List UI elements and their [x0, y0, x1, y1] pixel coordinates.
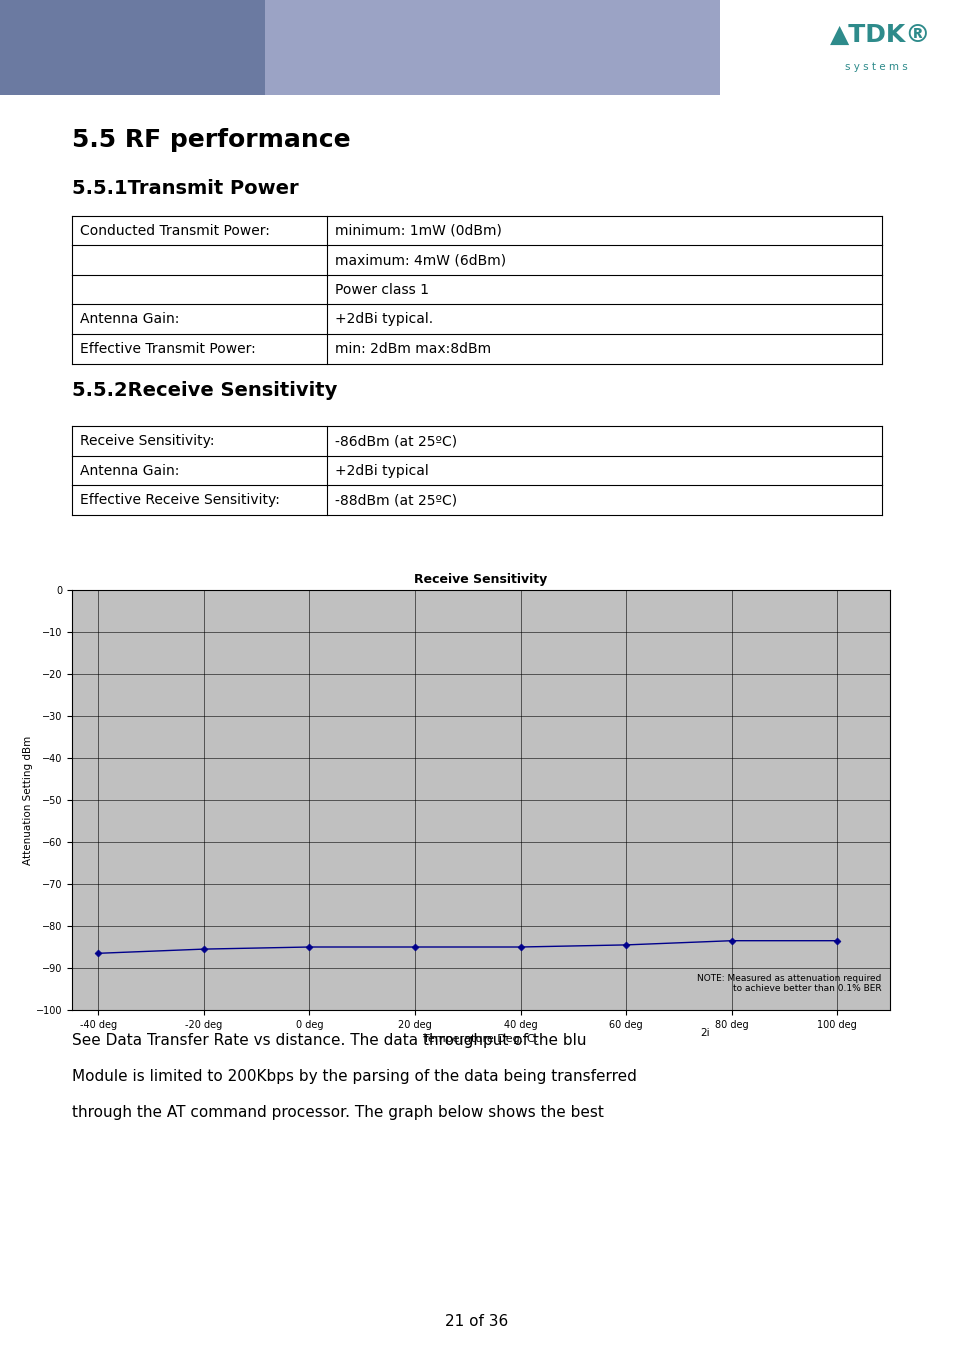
Text: min: 2dBm max:8dBm: min: 2dBm max:8dBm [335, 342, 491, 355]
X-axis label: Temperature Deg. C.: Temperature Deg. C. [423, 1034, 538, 1044]
Text: 5.5.3Range: 5.5.3Range [71, 981, 196, 1000]
Text: 5.5.2Receive Sensitivity: 5.5.2Receive Sensitivity [71, 381, 337, 400]
Title: Receive Sensitivity: Receive Sensitivity [414, 573, 547, 586]
Y-axis label: Attenuation Setting dBm: Attenuation Setting dBm [23, 735, 33, 865]
Text: s y s t e m s: s y s t e m s [844, 62, 907, 72]
Text: Effective Transmit Power:: Effective Transmit Power: [80, 342, 255, 355]
Text: +2dBi typical.: +2dBi typical. [335, 312, 433, 326]
Text: Effective Receive Sensitivity:: Effective Receive Sensitivity: [80, 493, 279, 507]
Text: Antenna Gain:: Antenna Gain: [80, 463, 179, 478]
Text: Conducted Transmit Power:: Conducted Transmit Power: [80, 224, 270, 238]
Text: 21 of 36: 21 of 36 [445, 1313, 508, 1328]
Text: 2i: 2i [700, 1028, 709, 1038]
Text: 5.5.1Transmit Power: 5.5.1Transmit Power [71, 178, 298, 197]
Text: ▲TDK®: ▲TDK® [829, 23, 930, 47]
Text: +2dBi typical: +2dBi typical [335, 463, 428, 478]
Text: Power class 1: Power class 1 [335, 282, 429, 297]
Text: through the AT command processor. The graph below shows the best: through the AT command processor. The gr… [71, 1105, 603, 1120]
Text: minimum: 1mW (0dBm): minimum: 1mW (0dBm) [335, 224, 501, 238]
Text: -88dBm (at 25ºC): -88dBm (at 25ºC) [335, 493, 456, 507]
Text: NOTE: Measured as attenuation required
to achieve better than 0.1% BER: NOTE: Measured as attenuation required t… [697, 974, 881, 993]
Text: Antenna Gain:: Antenna Gain: [80, 312, 179, 326]
Text: 5.5 RF performance: 5.5 RF performance [71, 128, 351, 153]
Bar [265, 0, 720, 95]
Text: See Data Transfer Rate vs distance. The data throughput of the blu: See Data Transfer Rate vs distance. The … [71, 1034, 586, 1048]
Text: maximum: 4mW (6dBm): maximum: 4mW (6dBm) [335, 253, 506, 267]
Text: Receive Sensitivity:: Receive Sensitivity: [80, 434, 214, 449]
Text: Module is limited to 200Kbps by the parsing of the data being transferred: Module is limited to 200Kbps by the pars… [71, 1069, 637, 1084]
Text: -86dBm (at 25ºC): -86dBm (at 25ºC) [335, 434, 456, 449]
Bar [0, 0, 265, 95]
